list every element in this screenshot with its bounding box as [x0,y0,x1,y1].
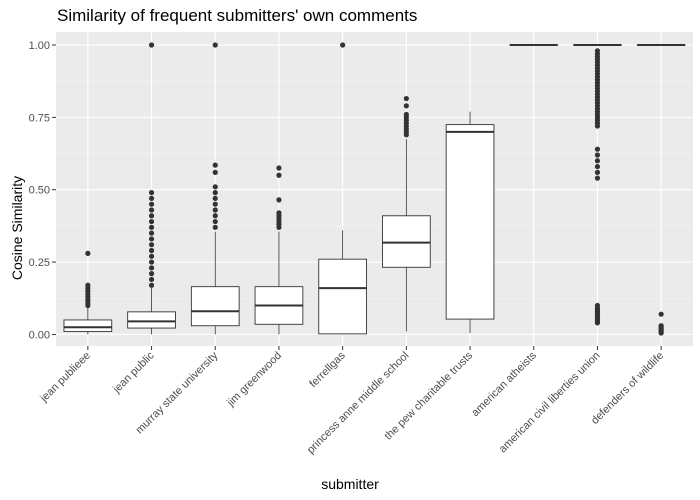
outlier-point [212,201,218,207]
outlier-point [403,95,409,102]
outlier-point [85,250,91,256]
outlier-point [212,207,218,213]
outlier-point [148,42,155,48]
x-tick-label: defenders of wildlife [589,350,666,427]
outlier-point [212,218,218,225]
box-body [63,319,113,332]
box-body [382,215,431,268]
outlier-point [658,311,664,317]
outlier-point [148,276,155,283]
box-3 [254,165,304,335]
outlier-point [276,165,282,171]
y-axis: 0.00 0.25 0.50 0.75 1.00 [29,40,56,341]
chart-title: Similarity of frequent submitters' own c… [57,6,418,25]
x-tick-label: american civil liberties union [497,350,603,456]
y-tick-label: 0.00 [29,329,50,341]
outlier-point [594,302,601,309]
outlier-point [85,282,91,288]
outlier-point [594,48,601,54]
outlier-point [212,224,218,230]
box-8 [573,44,622,326]
outlier-point [212,169,218,175]
box-body [318,258,367,335]
outlier-point [658,323,664,329]
outlier-point [148,247,155,254]
outlier-point [148,207,155,213]
y-tick-label: 0.50 [29,185,50,197]
box-2 [190,42,240,335]
box-1 [127,42,176,335]
box-5 [382,95,431,332]
outlier-point [148,282,155,288]
boxes [63,42,686,336]
box-body [127,311,176,329]
box-0 [63,250,113,335]
outlier-point [148,230,155,236]
outlier-point [148,218,155,225]
outlier-point [148,213,155,219]
outlier-point [148,259,155,265]
outlier-point [148,236,155,242]
outlier-point [276,197,282,203]
outlier-point [594,152,601,158]
y-tick-label: 1.00 [29,40,50,52]
outlier-point [594,158,601,164]
outlier-point [340,42,346,48]
outlier-point [594,146,601,152]
outlier-point [403,103,409,109]
outlier-point [212,162,218,168]
x-tick-label: american atheists [469,349,539,419]
y-tick-label: 0.75 [29,112,50,124]
outlier-point [148,253,155,259]
outlier-point [148,201,155,207]
box-9 [636,44,686,336]
x-tick-label: jean public [110,349,157,396]
outlier-point [212,213,218,219]
x-tick-label: jim greenwood [224,350,284,410]
outlier-point [594,175,601,181]
box-6 [445,111,495,333]
box-body [190,286,240,327]
box-4 [318,42,367,335]
outlier-point [212,42,218,48]
outlier-point [148,190,155,196]
outlier-point [148,195,155,202]
panel-background [56,32,693,346]
outlier-point [212,190,218,196]
outlier-point [148,224,155,230]
y-axis-title: Cosine Similarity [9,175,25,281]
outlier-point [276,172,282,178]
outlier-point [403,111,409,118]
box-body [445,124,495,320]
outlier-point [212,184,218,190]
outlier-point [594,169,601,175]
x-tick-label: jean publieee [37,350,92,405]
y-tick-label: 0.25 [29,257,50,269]
outlier-point [212,195,218,202]
outlier-point [148,271,155,277]
outlier-point [148,242,155,248]
x-tick-label: ferrellgas [307,349,348,390]
outlier-point [148,265,155,271]
outlier-point [594,163,601,170]
plot-panel [56,32,693,346]
x-tick-label: princess anne middle school [305,350,412,457]
outlier-point [276,210,282,216]
x-axis-title: submitter [321,476,379,492]
